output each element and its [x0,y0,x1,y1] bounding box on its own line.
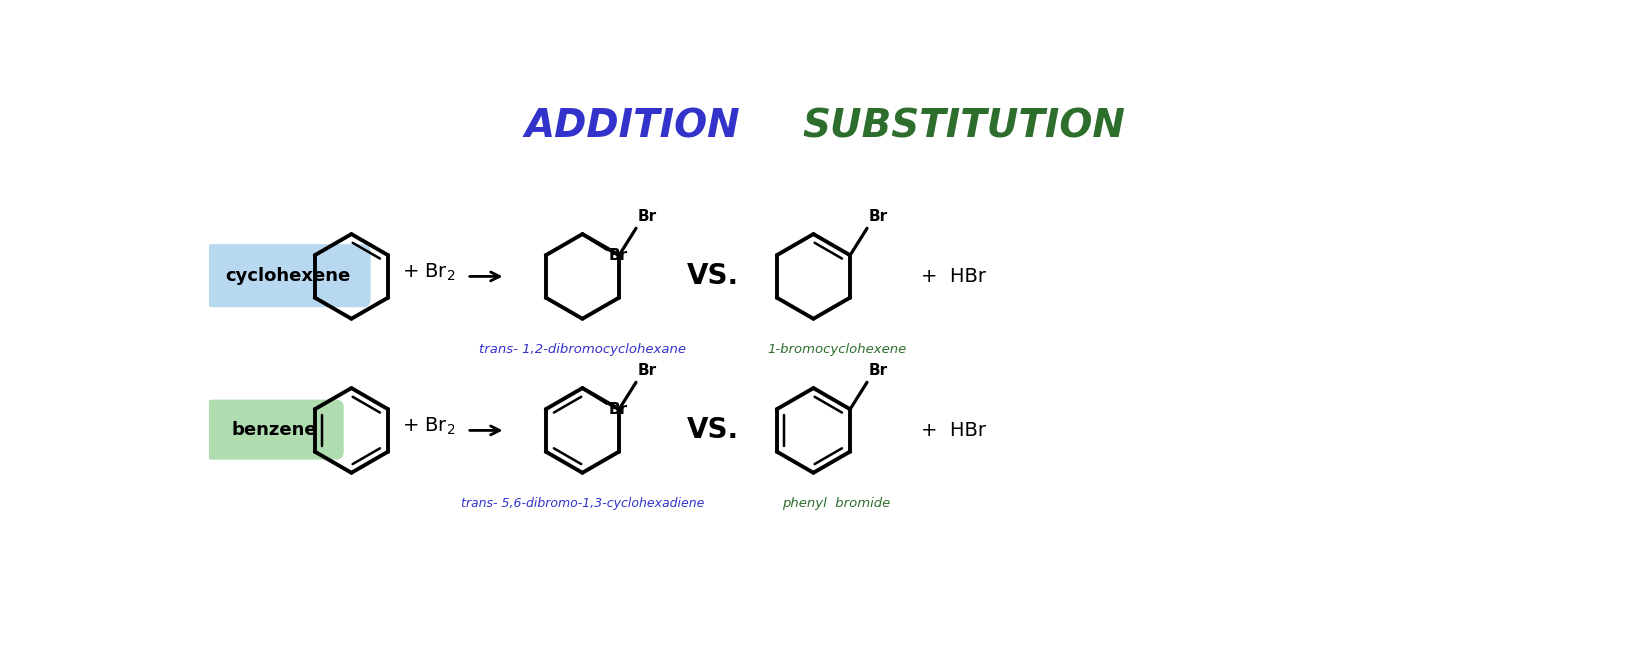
Text: VS.: VS. [687,417,739,445]
Text: 1-bromocyclohexene: 1-bromocyclohexene [767,343,906,356]
Text: Br: Br [608,402,628,417]
Text: trans- 5,6-dibromo-1,3-cyclohexadiene: trans- 5,6-dibromo-1,3-cyclohexadiene [461,497,705,510]
Text: Br: Br [638,209,657,224]
Text: Br: Br [638,364,657,378]
Text: trans- 1,2-dibromocyclohexane: trans- 1,2-dibromocyclohexane [479,343,687,356]
Text: Br: Br [869,364,888,378]
Text: +  HBr: + HBr [921,421,987,440]
Text: + Br$_2$: + Br$_2$ [402,416,456,437]
Text: cyclohexene: cyclohexene [225,266,351,284]
Text: + Br$_2$: + Br$_2$ [402,262,456,283]
Text: +  HBr: + HBr [921,267,987,286]
Text: VS.: VS. [687,262,739,290]
FancyBboxPatch shape [205,244,370,307]
Text: ADDITION: ADDITION [524,108,741,145]
Text: Br: Br [869,209,888,224]
FancyBboxPatch shape [205,400,344,459]
Text: SUBSTITUTION: SUBSTITUTION [801,108,1124,145]
Text: Br: Br [608,248,628,263]
Text: benzene: benzene [231,421,318,439]
Text: phenyl  bromide: phenyl bromide [782,497,890,510]
